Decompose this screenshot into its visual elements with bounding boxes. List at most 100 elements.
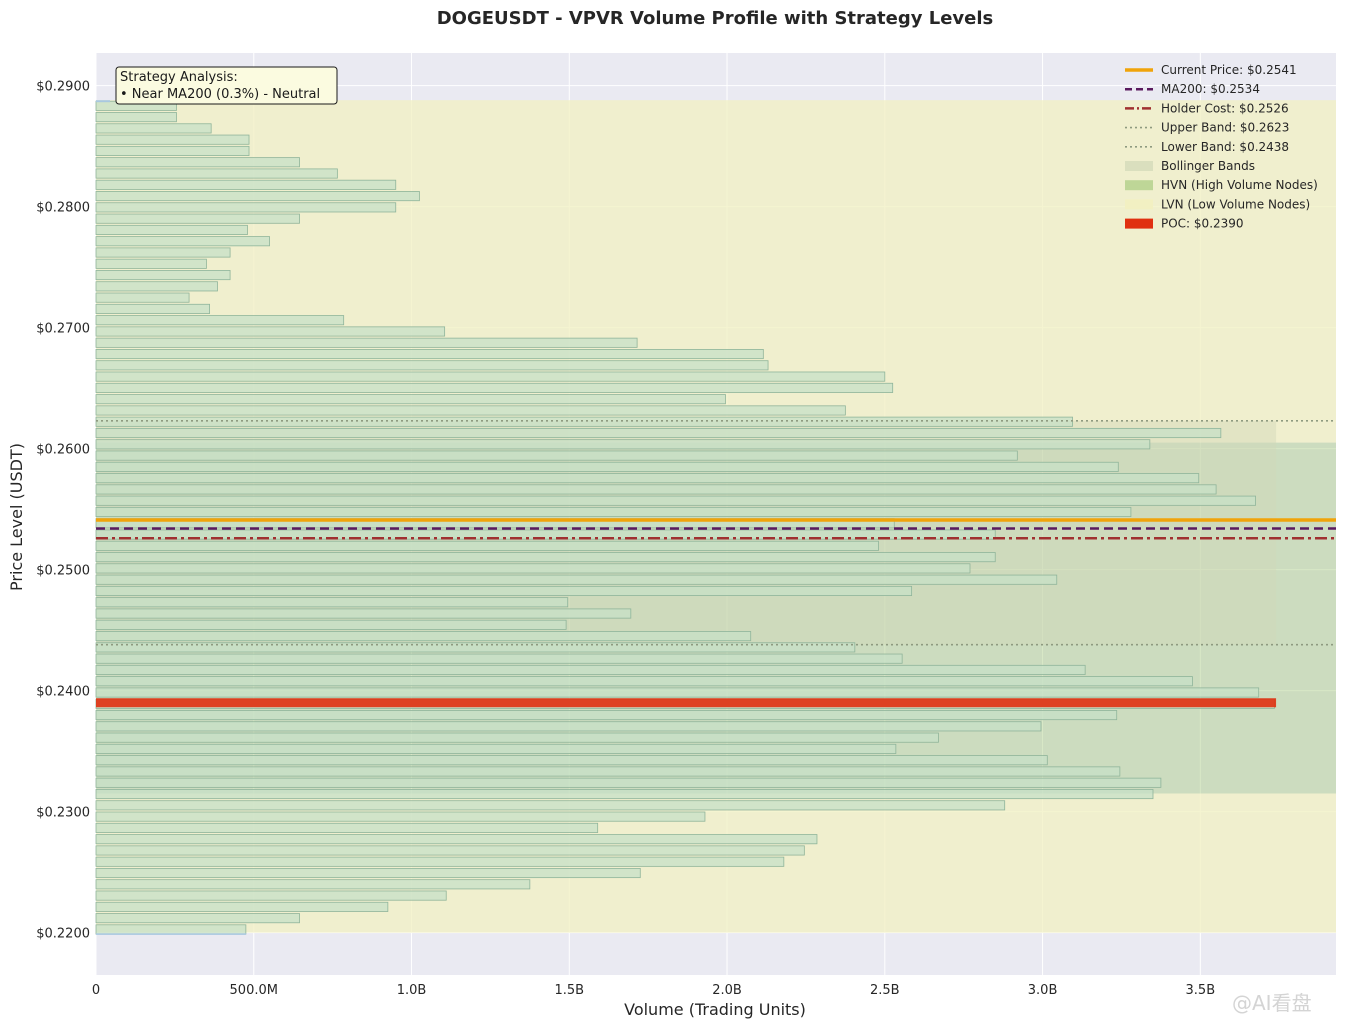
volume-bar [95,134,250,145]
volume-bar [95,473,1200,484]
volume-bar [95,529,996,540]
volume-bar [95,901,389,912]
volume-bar [95,360,769,371]
legend-label: Holder Cost: $0.2526 [1161,101,1289,115]
y-tick-label: $0.2500 [36,564,90,579]
y-tick-label: $0.2400 [36,685,90,700]
poc-bar [96,698,1277,708]
volume-bar [95,326,446,337]
volume-bar [95,608,632,619]
legend-swatch [1125,161,1153,171]
volume-bar [95,191,420,202]
legend-item-upper: Upper Band: $0.2623 [1125,121,1289,135]
ticks: 0 500.0M 1.0B 1.5B 2.0B 2.5B 3.0B 3.5B $0.2200 $0… [36,80,1215,998]
y-tick-label: $0.2800 [36,201,90,216]
volume-bar [95,123,212,134]
legend-label: Bollinger Bands [1161,159,1255,173]
volume-bar [95,653,903,664]
volume-bar [95,676,1193,687]
volume-bar [95,303,210,314]
volume-bar [95,834,818,845]
volume-bar [95,811,706,822]
volume-bar [95,416,1073,427]
volume-bar [95,597,569,608]
annotation-title: Strategy Analysis: [120,70,238,85]
legend-label: Current Price: $0.2541 [1161,63,1297,77]
volume-bar [95,281,218,292]
legend: Current Price: $0.2541 MA200: $0.2534 Hold… [1125,63,1318,231]
volume-bar [95,856,785,867]
volume-bar [95,822,599,833]
volume-bar [95,924,247,935]
legend-item-poc: POC: $0.2390 [1125,217,1244,231]
volume-bar [95,867,641,879]
legend-item-ma200: MA200: $0.2534 [1125,82,1260,96]
volume-bar [95,371,886,382]
volume-bar [95,224,248,235]
y-tick-label: $0.2700 [36,322,90,337]
strategy-annotation: Strategy Analysis: • Near MA200 (0.3%) -… [115,66,338,105]
watermark: @AI看盘 [1232,991,1312,1015]
legend-item-lower: Lower Band: $0.2438 [1125,140,1289,154]
legend-label: LVN (Low Volume Nodes) [1161,197,1310,211]
volume-bar [95,145,250,156]
volume-bar [95,732,939,743]
volume-bar [95,574,1058,585]
volume-bar [95,631,752,642]
legend-item-hvn: HVN (High Volume Nodes) [1125,178,1318,192]
volume-bar [95,495,1256,506]
volume-bar [95,439,1151,450]
annotation-line: • Near MA200 (0.3%) - Neutral [120,87,320,102]
volume-bar [95,292,190,303]
volume-bar [95,619,567,630]
legend-label: Lower Band: $0.2438 [1161,140,1289,154]
volume-bar [95,258,207,269]
x-tick-label: 3.5B [1186,983,1216,998]
volume-bar [95,777,1162,788]
chart-title: DOGEUSDT - VPVR Volume Profile with Stra… [437,8,994,29]
x-tick-label: 1.5B [554,983,584,998]
volume-bar [95,394,726,405]
volume-bar [95,506,1132,518]
volume-bar [95,213,300,224]
volume-bar [95,236,270,247]
volume-bar [95,755,1048,766]
legend-item-lvn: LVN (Low Volume Nodes) [1125,197,1310,211]
volume-bar [95,337,638,348]
watermark-text: @AI看盘 [1232,991,1312,1015]
legend-label: POC: $0.2390 [1161,217,1244,231]
volume-bar [95,168,338,179]
volume-bar [95,382,894,393]
legend-item-current: Current Price: $0.2541 [1125,63,1297,77]
x-tick-label: 1.0B [397,983,427,998]
volume-bar [95,179,397,190]
level-lines [96,420,1336,708]
volume-bar [95,710,1118,721]
y-tick-label: $0.2900 [36,80,90,95]
volume-bar [95,563,971,574]
volume-bar [95,405,846,416]
x-tick-label: 0 [92,983,100,998]
x-tick-label: 3.0B [1028,983,1058,998]
x-tick-label: 2.5B [870,983,900,998]
volume-bar [95,687,1260,698]
y-tick-label: $0.2300 [36,806,90,821]
volume-bar [95,157,300,168]
legend-swatch [1125,199,1153,210]
annotation-box [115,66,338,105]
volume-bar [95,450,1018,461]
legend-item-bb: Bollinger Bands [1125,159,1255,173]
volume-bar [95,743,897,754]
volume-bar [95,247,231,258]
volume-bar [95,202,397,213]
volume-bar [95,461,1119,472]
volume-bar [95,540,879,551]
volume-bar [95,112,177,123]
volume-bar [95,349,764,360]
volume-bar [95,484,1217,495]
volume-bar [95,642,856,653]
volume-bar [95,664,1086,675]
volume-bar [95,800,1006,811]
volume-bars [95,100,1275,935]
